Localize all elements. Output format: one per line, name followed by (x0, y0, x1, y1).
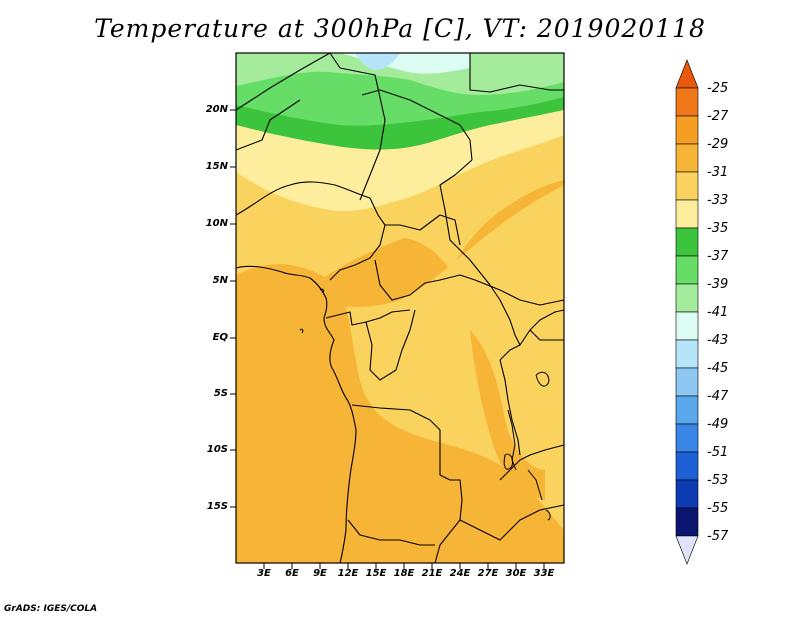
colorbar-swatch (675, 115, 699, 145)
credit-text: GrADS: IGES/COLA (4, 604, 98, 614)
colorbar-label: -33 (707, 193, 729, 208)
colorbar-swatch (675, 339, 699, 369)
lat-label-15n: 15N (205, 161, 228, 172)
lat-label-10n: 10N (205, 218, 228, 229)
lat-label-5n: 5N (212, 275, 228, 286)
lon-label-33e: 33E (533, 568, 555, 579)
colorbar-label: -35 (707, 221, 729, 236)
lon-label-27e: 27E (477, 568, 499, 579)
lat-label-5s: 5S (213, 388, 228, 399)
colorbar-label: -31 (707, 165, 729, 180)
lon-label-3e: 3E (257, 568, 271, 579)
colorbar-swatch (675, 59, 699, 89)
colorbar-swatch (675, 199, 699, 229)
colorbar-swatch (675, 395, 699, 425)
band-minus-31-north (236, 135, 564, 270)
colorbar-swatch (675, 143, 699, 173)
lat-label-10s: 10S (206, 444, 228, 455)
chart-title: Temperature at 300hPa [C], VT: 201902011… (94, 14, 706, 43)
colorbar-label: -29 (707, 137, 729, 152)
colorbar-swatch (675, 227, 699, 257)
colorbar-label: -49 (707, 417, 729, 432)
colorbar-label: -37 (707, 249, 729, 264)
colorbar-label: -51 (707, 445, 729, 460)
map-frame (235, 52, 565, 564)
lat-label-eq: EQ (212, 332, 228, 343)
lakes (299, 288, 551, 521)
lon-label-9e: 9E (313, 568, 327, 579)
colorbar-swatch (675, 171, 699, 201)
colorbar-swatch (675, 311, 699, 341)
colorbar-swatch (675, 87, 699, 117)
lon-label-30e: 30E (505, 568, 527, 579)
colorbar-swatch (675, 507, 699, 537)
lon-ticks (263, 563, 545, 569)
lon-label-15e: 15E (365, 568, 387, 579)
colorbar-label: -43 (707, 333, 729, 348)
lat-label-15s: 15S (206, 501, 228, 512)
lon-label-24e: 24E (449, 568, 471, 579)
lat-label-20n: 20N (205, 104, 228, 115)
colorbar-label: -53 (707, 473, 729, 488)
colorbar-label: -45 (707, 361, 729, 376)
band-minus-29-east (470, 330, 545, 500)
band-minus-29-southwest (236, 264, 564, 563)
temperature-field (236, 53, 564, 563)
colorbar-label: -39 (707, 277, 729, 292)
lat-ticks (230, 109, 236, 508)
colorbar-swatch (675, 535, 699, 565)
colorbar-label: -27 (707, 109, 729, 124)
lon-label-18e: 18E (393, 568, 415, 579)
colorbar-label: -57 (707, 529, 729, 544)
band-minus-45 (355, 53, 400, 70)
colorbar-label: -47 (707, 389, 729, 404)
colorbar-swatch (675, 283, 699, 313)
lon-label-21e: 21E (421, 568, 443, 579)
country-borders (235, 52, 565, 564)
colorbar-swatch (675, 451, 699, 481)
colorbar-label: -41 (707, 305, 729, 320)
lon-label-6e: 6E (285, 568, 299, 579)
colorbar-swatch (675, 255, 699, 285)
colorbar-label: -55 (707, 501, 729, 516)
colorbar-swatch (675, 479, 699, 509)
band-minus-41 (236, 53, 564, 95)
colorbar-swatch (675, 423, 699, 453)
colorbar-label: -25 (707, 81, 729, 96)
colorbar-swatch (675, 367, 699, 397)
colorbar (675, 59, 699, 565)
lon-label-12e: 12E (337, 568, 359, 579)
